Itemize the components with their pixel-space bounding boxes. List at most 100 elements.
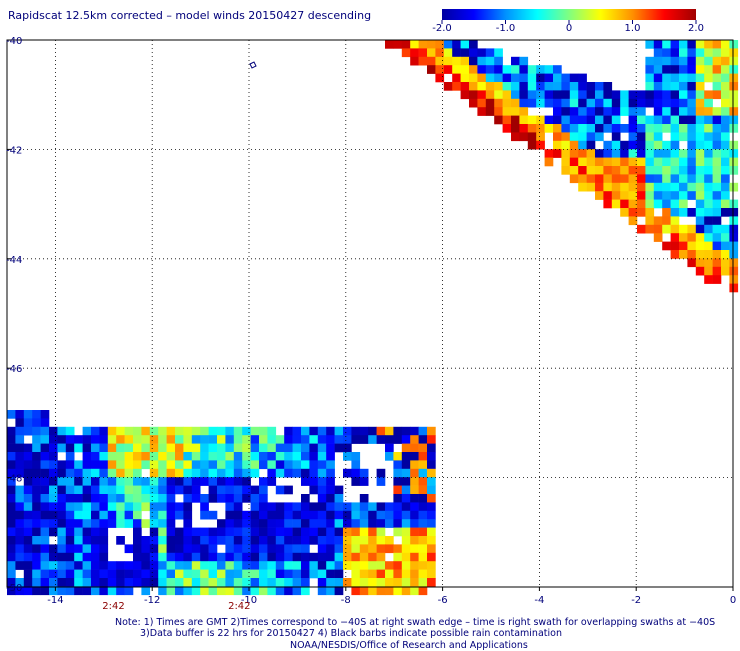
wind-cell [368, 502, 377, 512]
wind-cell [561, 107, 571, 116]
wind-cell [124, 569, 134, 579]
wind-cell [23, 443, 33, 453]
wind-cell [418, 48, 428, 58]
wind-cell [309, 552, 319, 562]
wind-cell [301, 536, 310, 545]
wind-cell [183, 426, 193, 436]
wind-cell [65, 426, 75, 436]
wind-cell [133, 519, 142, 528]
wind-cell [175, 443, 184, 453]
wind-cell [259, 552, 268, 562]
wind-cell [82, 460, 92, 470]
wind-cell [217, 561, 226, 570]
wind-cell [553, 124, 562, 133]
wind-cell [410, 452, 419, 461]
wind-cell [721, 132, 730, 142]
wind-cell [107, 468, 117, 478]
wind-cell [443, 82, 453, 91]
wind-cell [32, 460, 41, 470]
wind-cell [376, 578, 386, 587]
colorbar-tick-label: -1.0 [496, 23, 516, 34]
wind-cell [225, 494, 235, 503]
wind-cell [183, 502, 193, 512]
lon-tick-label: -8 [341, 595, 351, 606]
wind-cell [687, 124, 697, 133]
wind-cell [233, 536, 243, 545]
wind-cell [149, 536, 159, 545]
wind-cell [242, 443, 251, 453]
wind-cell [133, 502, 142, 512]
wind-cell [376, 477, 386, 486]
wind-cell [7, 586, 16, 596]
wind-cell [418, 544, 428, 554]
wind-cell [99, 552, 109, 562]
wind-cell [410, 40, 419, 49]
wind-cell [208, 544, 218, 554]
wind-cell [334, 527, 344, 537]
wind-cell [695, 182, 705, 192]
wind-cell [259, 443, 268, 453]
wind-cell [141, 443, 151, 453]
wind-cell [679, 191, 688, 200]
wind-cell [351, 460, 361, 470]
wind-cell [267, 426, 277, 436]
wind-cell [141, 477, 151, 486]
wind-cell [82, 494, 92, 503]
wind-cell [376, 502, 386, 512]
wind-cell [40, 561, 50, 570]
wind-cell [477, 48, 487, 58]
wind-cell [124, 561, 134, 570]
wind-cell [57, 569, 67, 579]
lon-tick-label: -14 [47, 595, 63, 606]
wind-cell [40, 452, 50, 461]
wind-cell [275, 552, 285, 562]
wind-cell [23, 519, 33, 528]
wind-cell [91, 502, 100, 512]
wind-cell [427, 485, 436, 495]
wind-cell [233, 494, 243, 503]
wind-cell [267, 552, 277, 562]
wind-cell [427, 552, 436, 562]
wind-cell [7, 494, 16, 503]
wind-cell [74, 527, 83, 537]
wind-cell [695, 266, 705, 276]
wind-cell [208, 578, 218, 587]
wind-cell [578, 182, 587, 192]
wind-cell [359, 569, 369, 579]
wind-cell [191, 452, 201, 461]
wind-cell [343, 536, 352, 545]
wind-cell [561, 90, 571, 100]
wind-cell [645, 191, 655, 200]
wind-cell [393, 527, 403, 537]
wind-cell [250, 519, 260, 528]
wind-cell [141, 426, 151, 436]
wind-cell [679, 250, 688, 259]
wind-cell [385, 578, 394, 587]
wind-cell [65, 544, 75, 554]
wind-cell [670, 132, 680, 142]
wind-cell [401, 40, 411, 49]
wind-cell [670, 73, 680, 83]
wind-cell [301, 502, 310, 512]
wind-cell [687, 90, 697, 100]
wind-cell [662, 208, 671, 217]
wind-cell [418, 552, 428, 562]
wind-cell [284, 460, 293, 470]
wind-cell [82, 468, 92, 478]
wind-cell [712, 258, 722, 268]
wind-cell [225, 477, 235, 486]
wind-cell [645, 90, 655, 100]
wind-cell [569, 132, 579, 142]
wind-cell [183, 452, 193, 461]
wind-cell [191, 544, 201, 554]
wind-cell [166, 578, 176, 587]
wind-cell [49, 460, 58, 470]
wind-cell [393, 452, 403, 461]
wind-cell [393, 460, 403, 470]
wind-cell [393, 561, 403, 570]
wind-cell [628, 208, 638, 217]
wind-cell [158, 536, 167, 545]
wind-cell [65, 485, 75, 495]
wind-cell [124, 426, 134, 436]
wind-cell [233, 552, 243, 562]
